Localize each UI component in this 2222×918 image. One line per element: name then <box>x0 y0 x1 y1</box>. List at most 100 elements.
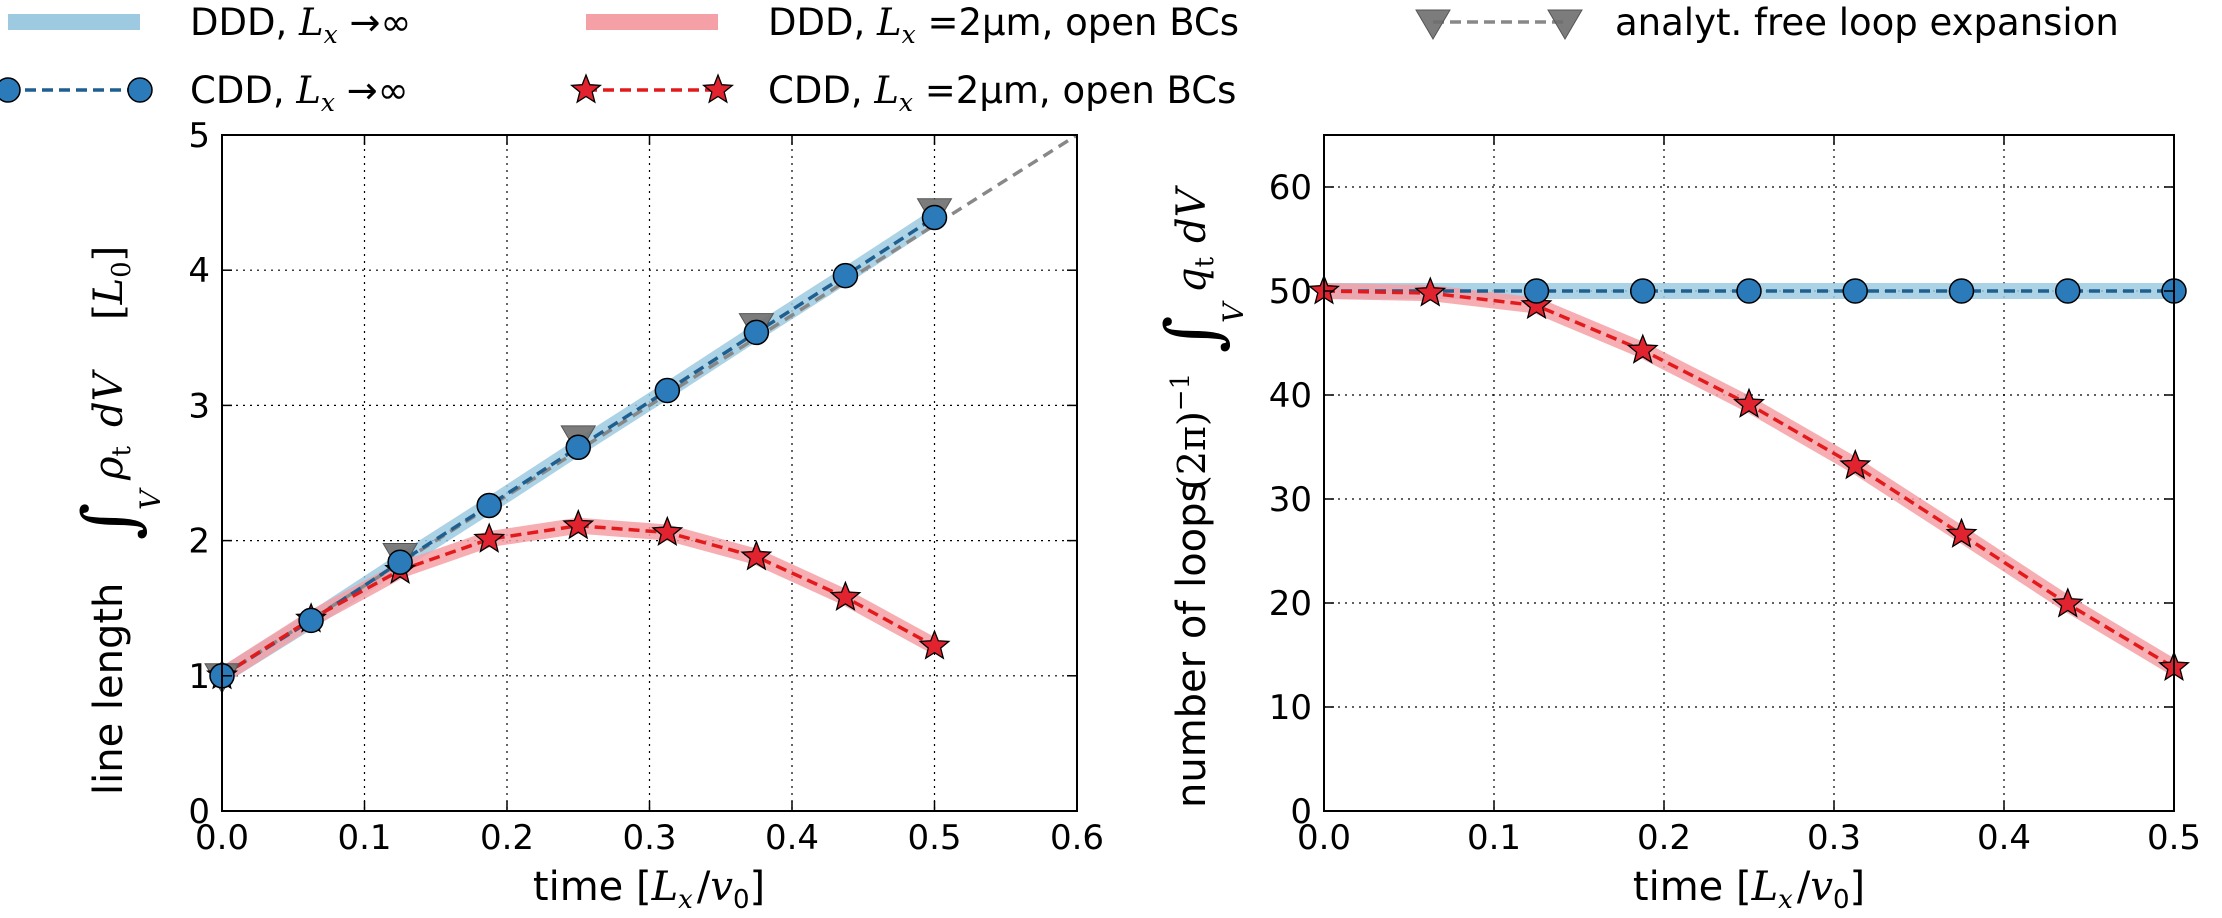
cdd-inf-circle-marker <box>832 262 859 289</box>
svg-text:ρt: ρt <box>86 445 137 481</box>
cdd-inf-circle-marker <box>387 549 413 575</box>
y-tick-label: 50 <box>1269 272 1312 312</box>
cdd-open-star-marker <box>1839 448 1872 480</box>
cdd-inf-circle-marker <box>1948 278 1975 304</box>
right-panel: 0.0 0.1 0.2 0.3 0.4 0.5 0 10 20 30 40 50 60 time [Lx… <box>1150 134 2201 915</box>
svg-text:(2π)−1: (2π)−1 <box>1166 373 1214 490</box>
y-tick-label: 60 <box>1269 168 1312 208</box>
legend-label: DDD, Lx →∞ <box>190 1 411 49</box>
y-tick-label: 0 <box>188 792 210 832</box>
cdd-open-star-marker <box>1733 387 1765 418</box>
x-tick-label: 0.2 <box>480 818 534 858</box>
cdd-open-star-marker <box>829 580 862 611</box>
legend-entry-cdd-2um: CDD, Lx =2μm, open BCs <box>570 69 1236 117</box>
cdd-inf-circle-marker <box>1736 278 1762 304</box>
right-series <box>1324 283 2174 675</box>
svg-text:number of loops: number of loops <box>1169 482 1215 808</box>
y-tick-label: 40 <box>1269 376 1312 416</box>
legend-marker-end <box>127 77 153 103</box>
cdd-inf-circle-marker <box>654 377 681 404</box>
x-tick-label: 0.4 <box>765 818 819 858</box>
y-tick-label: 10 <box>1269 688 1312 728</box>
left-xlabel: time [Lx/v0] <box>533 864 765 915</box>
y-tick-label: 5 <box>188 116 210 156</box>
cdd-inf-circle-marker <box>743 319 770 346</box>
legend: DDD, Lx →∞ DDD, Lx =2μm, open BCs analyt. … <box>0 1 2119 117</box>
cdd-open-star-marker <box>1520 288 1553 320</box>
legend-entry-ddd-inf: DDD, Lx →∞ <box>8 1 411 49</box>
series-analytic-line <box>222 135 1077 678</box>
y-tick-label: 20 <box>1269 584 1312 624</box>
left-grid <box>222 135 1077 811</box>
cdd-open-star-marker <box>740 540 773 571</box>
y-tick-label: 4 <box>188 251 210 291</box>
left-ylabel: line length ∫ V ρt dV [L0] <box>67 246 167 795</box>
cdd-open-star-marker <box>1945 517 1978 548</box>
right-xlabel: time [Lx/v0] <box>1633 864 1865 915</box>
legend-marker-start <box>1415 9 1451 40</box>
cdd-open-star-marker <box>473 522 506 553</box>
x-tick-label: 0.3 <box>1807 818 1861 858</box>
legend-label: CDD, Lx →∞ <box>190 69 409 117</box>
x-tick-label: 0.0 <box>195 818 249 858</box>
cdd-inf-circle-marker <box>298 607 324 634</box>
y-tick-label: 0 <box>1290 792 1312 832</box>
svg-text:V: V <box>134 487 167 510</box>
y-tick-label: 30 <box>1269 480 1312 520</box>
svg-text:V: V <box>1217 300 1250 323</box>
legend-entry-cdd-inf: CDD, Lx →∞ <box>0 69 409 117</box>
cdd-open-star-marker <box>1626 333 1659 364</box>
x-tick-label: 0.3 <box>622 818 676 858</box>
x-tick-label: 0.6 <box>1050 818 1104 858</box>
y-tick-label: 2 <box>188 522 210 562</box>
left-ticks: 0.0 0.1 0.2 0.3 0.4 0.5 0.6 0 1 2 3 4 5 <box>188 116 1104 858</box>
cdd-inf-circle-marker <box>565 434 591 461</box>
x-tick-label: 0.5 <box>2147 818 2201 858</box>
cdd-inf-circle-marker <box>921 204 948 231</box>
legend-marker-end <box>702 73 734 104</box>
right-axes-frame <box>1323 134 2175 812</box>
legend-label: DDD, Lx =2μm, open BCs <box>768 1 1239 49</box>
y-tick-label: 1 <box>188 657 210 697</box>
svg-text:∫: ∫ <box>1150 315 1234 353</box>
legend-entry-ddd-2um: DDD, Lx =2μm, open BCs <box>586 1 1239 49</box>
legend-marker-end <box>1547 9 1583 40</box>
cdd-open-star-marker <box>651 515 684 547</box>
cdd-open-star-marker <box>1414 276 1447 307</box>
right-markers <box>1308 274 2190 682</box>
y-tick-label: 3 <box>188 386 210 426</box>
x-tick-label: 0.4 <box>1977 818 2031 858</box>
left-panel: 0.0 0.1 0.2 0.3 0.4 0.5 0.6 0 1 2 3 4 5 time [Lx/v0]… <box>67 116 1104 915</box>
legend-marker-start <box>0 77 21 103</box>
series-band-red <box>222 517 939 683</box>
x-tick-label: 0.5 <box>907 818 961 858</box>
right-ylabel: number of loops (2π)−1 ∫ V qt dV <box>1150 184 1250 808</box>
x-tick-label: 0.1 <box>1467 818 1521 858</box>
cdd-inf-circle-marker <box>476 492 502 519</box>
cdd-inf-circle-marker <box>2055 278 2081 304</box>
svg-text:[L0]: [L0] <box>86 246 137 320</box>
cdd-inf-circle-marker <box>1842 278 1868 304</box>
x-tick-label: 0.2 <box>1637 818 1691 858</box>
svg-text:dV: dV <box>86 368 132 427</box>
cdd-inf-circle-marker <box>1630 278 1656 304</box>
x-tick-label: 0.0 <box>1297 818 1351 858</box>
cdd-open-star-marker <box>562 508 595 540</box>
legend-entry-analyt: analyt. free loop expansion <box>1415 1 2119 44</box>
series-band-red <box>1324 283 2174 675</box>
legend-label: CDD, Lx =2μm, open BCs <box>768 69 1236 117</box>
svg-text:qt: qt <box>1169 256 1220 293</box>
legend-label: analyt. free loop expansion <box>1615 1 2119 44</box>
left-markers <box>204 198 953 694</box>
cdd-inf-circle-marker <box>1523 278 1550 304</box>
left-series <box>222 135 1077 683</box>
svg-text:dV: dV <box>1169 184 1215 243</box>
svg-text:∫: ∫ <box>67 502 151 540</box>
legend-marker-start <box>570 73 602 104</box>
cdd-open-star-marker <box>2051 587 2084 618</box>
x-tick-label: 0.1 <box>337 818 391 858</box>
right-ticks: 0.0 0.1 0.2 0.3 0.4 0.5 0 10 20 30 40 50 60 <box>1269 135 2201 858</box>
right-grid <box>1324 135 2174 811</box>
series-dashed-red-stars-line <box>1324 289 2174 670</box>
